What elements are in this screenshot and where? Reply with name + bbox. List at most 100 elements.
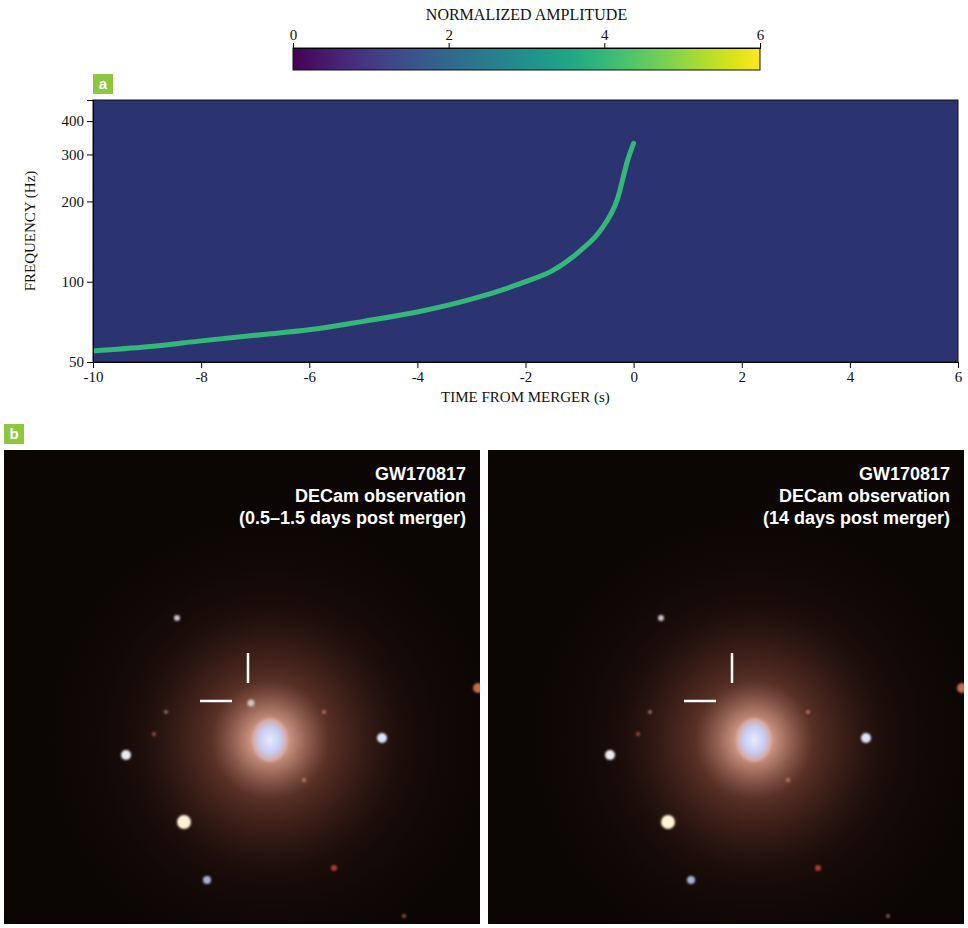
x-tick-label: 0: [630, 369, 638, 385]
x-tick: 2: [739, 362, 747, 385]
star: [605, 750, 615, 760]
x-tick-label: -10: [84, 369, 104, 385]
crosshair: [247, 653, 250, 683]
star: [174, 615, 180, 621]
x-axis: -10-8-6-4-20246: [84, 362, 963, 385]
star: [886, 914, 890, 918]
star: [861, 733, 871, 743]
x-tick: -8: [195, 362, 208, 385]
crosshair: [200, 700, 232, 703]
image-caption: (0.5–1.5 days post merger): [239, 508, 466, 528]
star: [331, 865, 337, 871]
colorbar-tick-mark: [293, 43, 294, 48]
y-tick: 200: [62, 194, 94, 210]
colorbar-tick-label: 0: [290, 27, 298, 43]
galaxy-halo: [30, 500, 480, 924]
y-axis: 50 100 200 300 400: [62, 101, 94, 371]
x-tick-label: -4: [412, 369, 425, 385]
galaxy-halo: [514, 500, 964, 924]
panel-letter-box: [93, 74, 113, 94]
x-tick-mark: [309, 362, 310, 368]
star: [203, 876, 211, 884]
y-tick-mark: [87, 362, 93, 363]
y-tick: 400: [62, 113, 94, 129]
plot-area: [93, 100, 958, 362]
image-frame: GW170817DECam observation(14 days post m…: [488, 450, 968, 928]
crosshair: [731, 653, 734, 683]
image-caption: DECam observation: [779, 486, 950, 506]
star: [786, 778, 790, 782]
colorbar-tick-mark: [604, 43, 605, 48]
x-tick-mark: [417, 362, 418, 368]
plot-frame: [93, 100, 958, 362]
y-tick-mark: [87, 154, 93, 155]
x-tick-label: -2: [520, 369, 533, 385]
figure: NORMALIZED AMPLITUDE 0 2 4 6 -10 -8 -6 -4 -2 0 2 4 6 5…: [0, 0, 968, 928]
x-tick: 0: [630, 362, 638, 385]
x-tick-mark: [201, 362, 202, 368]
star: [177, 815, 191, 829]
chirp-line: [93, 143, 634, 351]
star: [815, 865, 821, 871]
y-tick-mark: [87, 201, 93, 202]
y-tick-label: 50: [69, 354, 84, 370]
y-tick-label: 200: [62, 194, 85, 210]
image-caption: GW170817: [375, 464, 466, 484]
colorbar-tick: 2: [445, 27, 453, 48]
x-tick: -4: [412, 362, 425, 385]
image-caption: DECam observation: [295, 486, 466, 506]
colorbar-axis: 0 2 4 6: [290, 27, 765, 49]
x-tick-label: 2: [739, 369, 747, 385]
colorbar-tick: 0: [290, 27, 298, 48]
panel-letter-box: [4, 424, 24, 444]
panel-letter: b: [9, 425, 18, 442]
y-tick-label: 400: [62, 113, 85, 129]
galaxy-core: [252, 718, 288, 762]
star: [687, 876, 695, 884]
y-tick: 300: [62, 147, 94, 163]
x-tick: -6: [304, 362, 317, 385]
colorbar-tick-label: 4: [601, 27, 609, 43]
crosshair: [684, 700, 716, 703]
y-axis-title: FREQUENCY (Hz): [22, 171, 39, 292]
x-axis-line: [94, 363, 959, 369]
colorbar-tick: 4: [601, 27, 609, 48]
x-axis-title: TIME FROM MERGER (s): [441, 389, 610, 406]
colorbar-axis-line: [294, 43, 761, 49]
x-tick-mark: [634, 362, 635, 368]
x-tick-label: 4: [847, 369, 855, 385]
x-tick-mark: [742, 362, 743, 368]
star: [661, 815, 675, 829]
star: [121, 750, 131, 760]
star: [402, 914, 406, 918]
x-tick-mark: [526, 362, 527, 368]
image-caption: (14 days post merger): [763, 508, 950, 528]
panel-letter: a: [99, 75, 108, 92]
y-tick-label: 300: [62, 147, 85, 163]
x-tick: 4: [847, 362, 855, 385]
y-tick: 50: [69, 354, 93, 370]
colorbar-tick-label: 6: [757, 27, 765, 43]
star: [957, 683, 964, 693]
y-axis-line: [87, 101, 94, 363]
star: [648, 710, 652, 714]
colorbar-title: NORMALIZED AMPLITUDE: [426, 6, 627, 23]
y-tick-mark: [87, 282, 93, 283]
star: [152, 732, 156, 736]
star: [658, 615, 664, 621]
colorbar-tick-mark: [449, 43, 450, 48]
x-tick: -2: [520, 362, 533, 385]
x-tick-label: -8: [195, 369, 208, 385]
y-tick: 100: [62, 274, 94, 290]
transient: [248, 700, 255, 707]
star: [473, 683, 480, 693]
x-tick-mark: [850, 362, 851, 368]
image-caption: GW170817: [859, 464, 950, 484]
galaxy-core: [736, 718, 772, 762]
y-tick-mark: [87, 121, 93, 122]
colorbar-tick-mark: [760, 43, 761, 48]
plot-background: [93, 100, 958, 362]
star: [636, 732, 640, 736]
star: [377, 733, 387, 743]
y-tick-label: 100: [62, 274, 85, 290]
